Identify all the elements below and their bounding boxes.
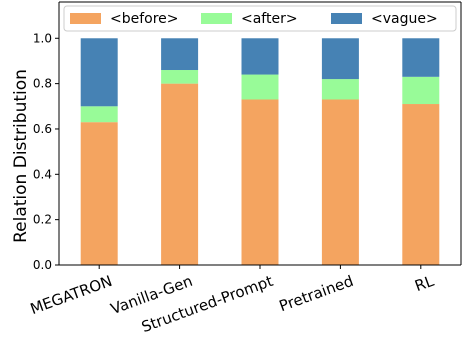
legend-label-vague: <vague> (371, 11, 438, 27)
bar-vague-2 (161, 38, 199, 71)
x-tick-label: Pretrained (277, 272, 356, 315)
y-tick-label: 0.6 (33, 122, 52, 136)
bar-before-4 (321, 99, 359, 265)
bar-after-1 (80, 106, 118, 123)
x-tick-label: Structured-Prompt (139, 272, 275, 336)
bar-after-4 (321, 79, 359, 100)
bar-before-5 (402, 104, 440, 265)
bar-vague-3 (241, 38, 279, 75)
y-tick-label: 0.8 (33, 77, 52, 91)
y-tick-label: 0.0 (33, 258, 52, 272)
legend-swatch-before (70, 13, 101, 24)
y-tick-label: 1.0 (33, 31, 52, 45)
bar-vague-4 (321, 38, 359, 80)
bar-before-3 (241, 99, 279, 265)
y-tick-label: 0.2 (33, 213, 52, 227)
legend-frame (63, 5, 457, 32)
bar-vague-5 (402, 38, 440, 77)
bar-after-2 (161, 70, 199, 84)
bar-before-2 (161, 83, 199, 265)
legend: <before> <after> <vague> (63, 5, 457, 32)
legend-label-after: <after> (241, 11, 298, 27)
bars-layer (80, 38, 440, 266)
legend-swatch-after (201, 13, 232, 24)
x-tick-label: MEGATRON (28, 272, 115, 318)
bar-after-5 (402, 76, 440, 105)
y-tick-label: 0.4 (33, 167, 52, 181)
legend-label-before: <before> (110, 11, 179, 27)
x-tick-label: RL (412, 272, 436, 296)
bar-before-1 (80, 122, 118, 266)
bar-after-3 (241, 74, 279, 100)
y-axis-label: Relation Distribution (11, 69, 31, 243)
bar-vague-1 (80, 38, 118, 107)
legend-swatch-vague (331, 13, 362, 24)
